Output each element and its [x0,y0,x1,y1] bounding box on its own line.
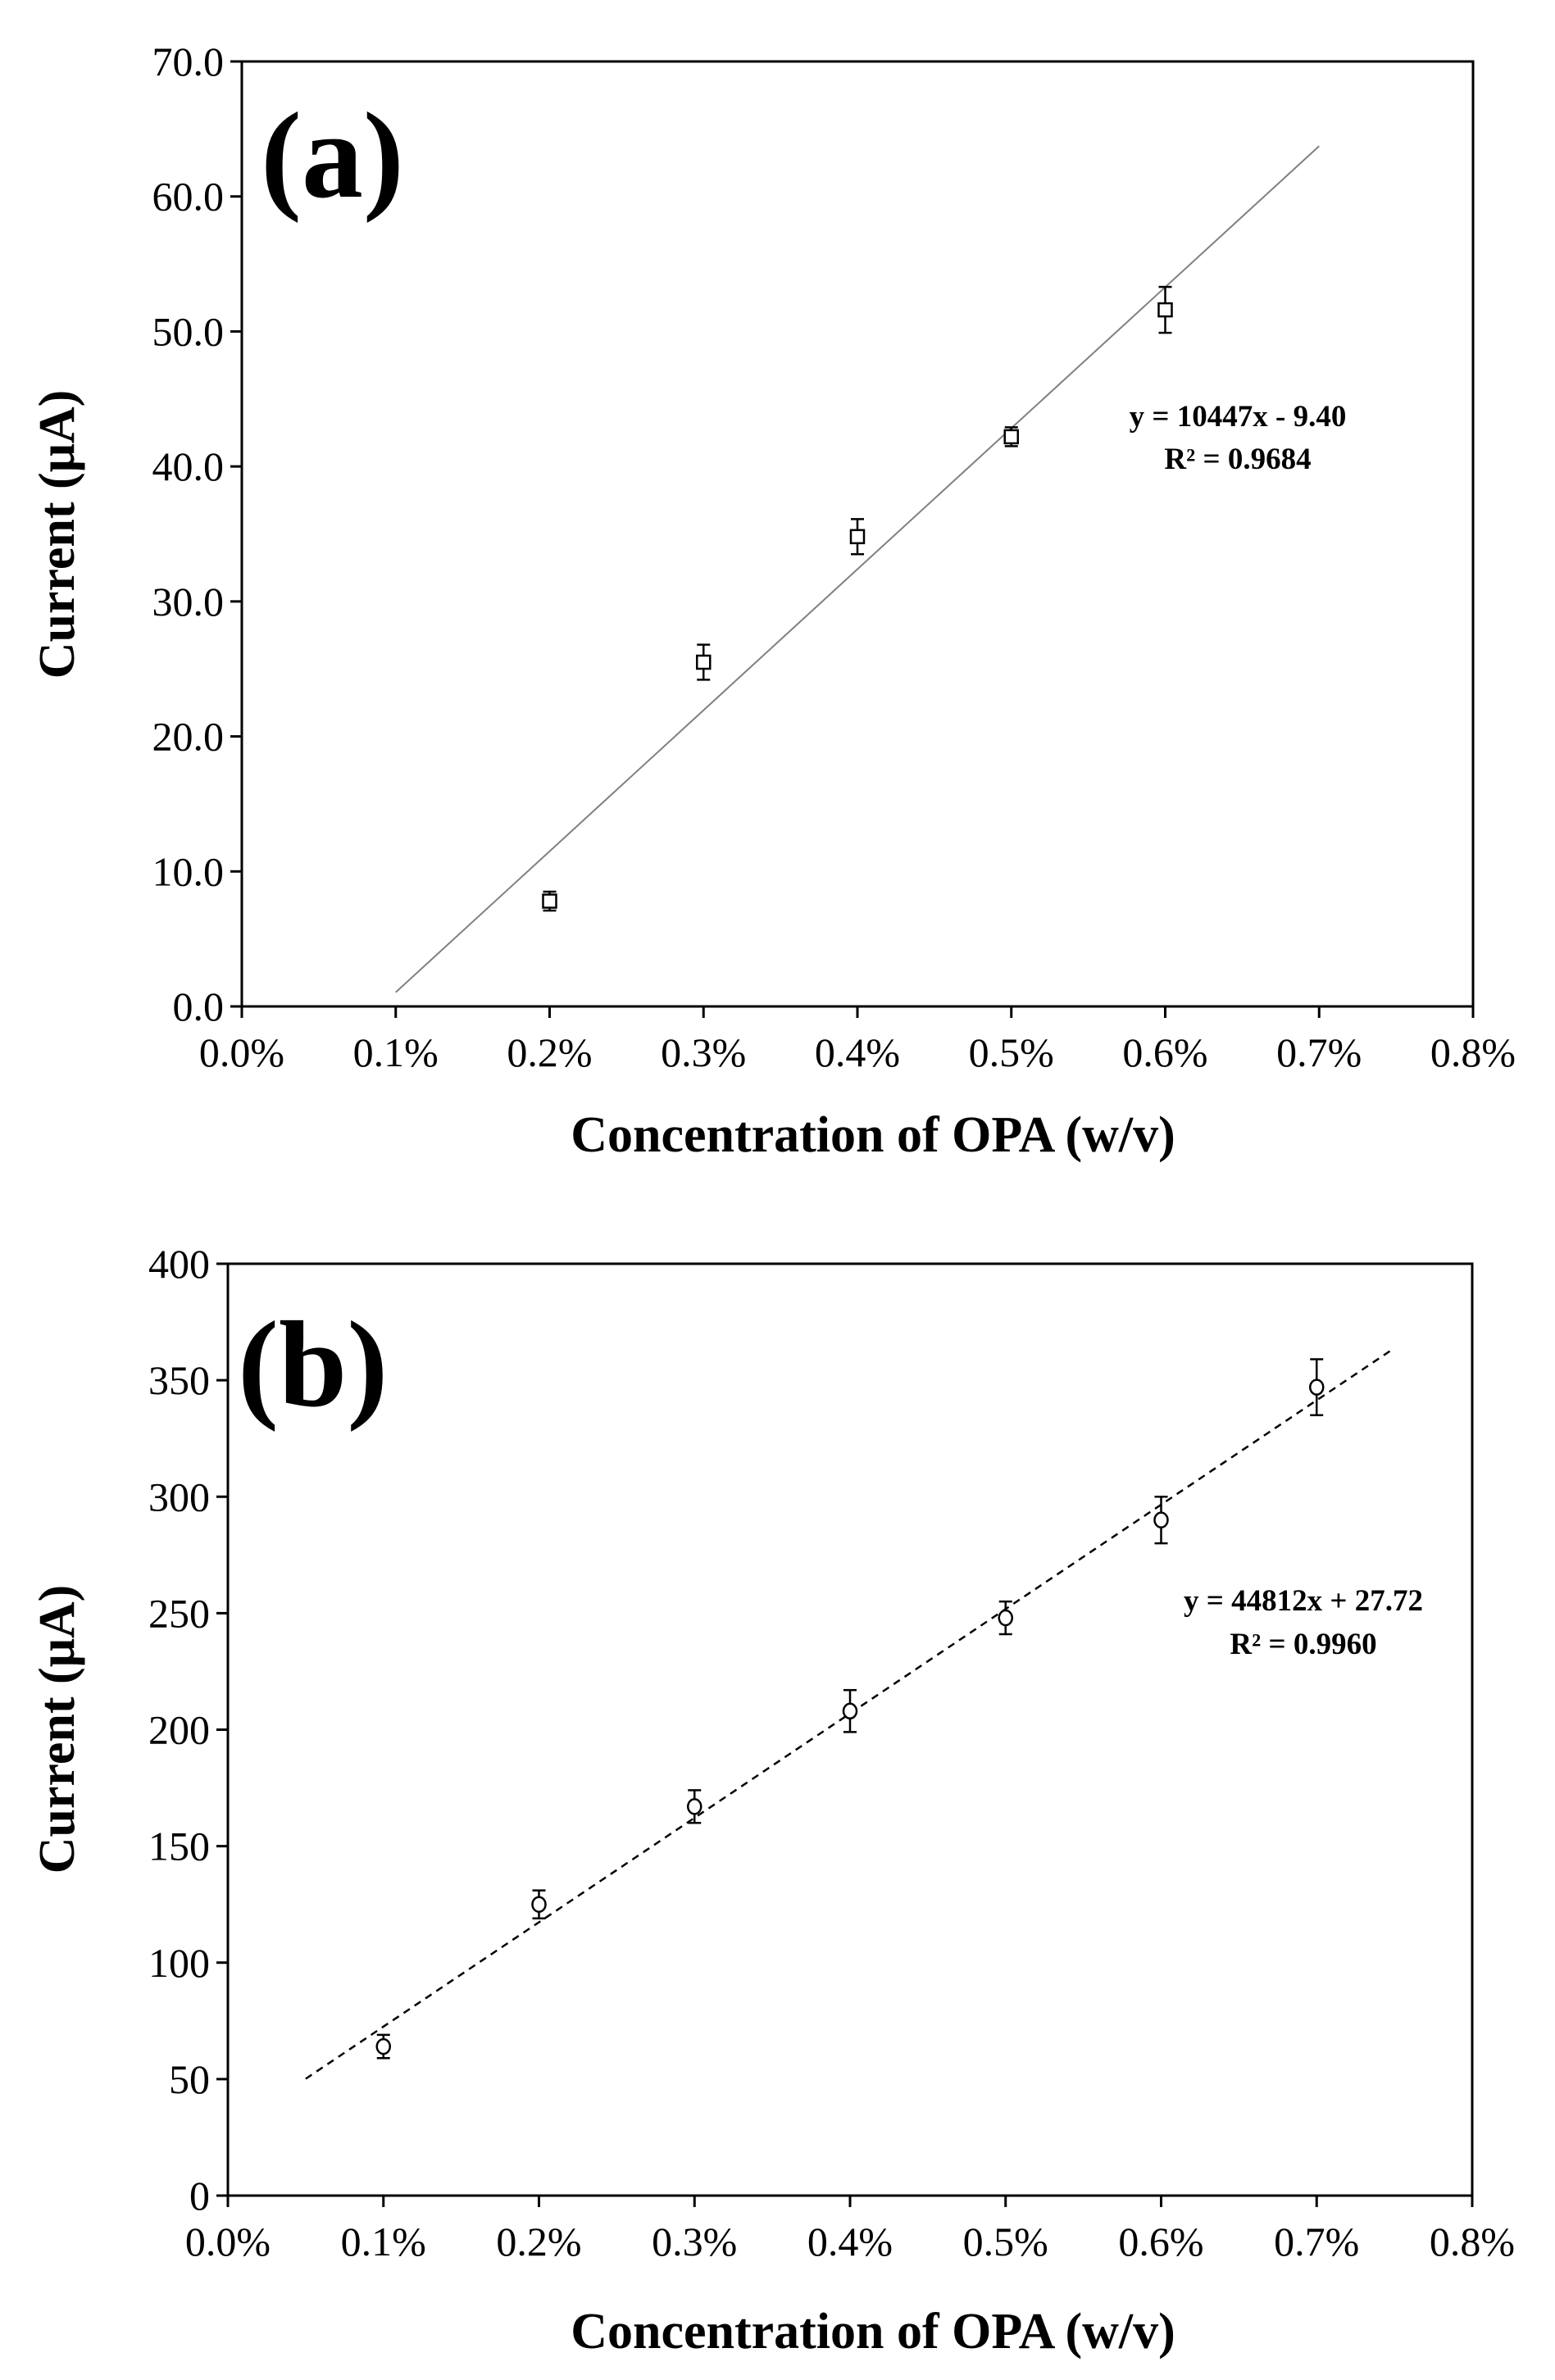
y-tick-label: 300 [148,1474,210,1519]
data-point [1157,302,1173,318]
data-point [849,529,866,545]
trendline-equation-a: y = 10447x - 9.40 [1130,400,1347,434]
x-tick-label: 0.2% [496,2219,581,2264]
x-tick-label: 0.0% [185,2219,271,2264]
x-tick-label: 0.1% [353,1029,439,1075]
y-tick-label: 30.0 [152,579,225,625]
data-point [1003,429,1019,445]
data-point [842,1702,858,1720]
data-point [375,2037,391,2055]
x-tick-label: 0.8% [1430,1029,1516,1075]
y-tick-label: 70.0 [152,39,225,84]
x-tick-label: 0.3% [652,2219,737,2264]
y-tick-label: 0 [189,2173,210,2219]
y-tick-label: 40.0 [152,443,225,489]
x-tick-label: 0.6% [1122,1029,1207,1075]
y-axis-title-a: Current (μA) [30,390,85,679]
data-point [1309,1378,1325,1396]
trendline [305,1347,1395,2080]
y-tick-label: 0.0 [173,983,225,1029]
panel-b: 0.0% 0.1% 0.2% 0.3% 0.4% 0.5% 0.6% 0.7% 0.8% 0 50 1… [30,1241,1515,2360]
x-tick-label: 0.2% [507,1029,592,1075]
x-tick-label: 0.1% [341,2219,426,2264]
y-tick-label: 20.0 [152,714,225,760]
panel-a: 0.0% 0.1% 0.2% 0.3% 0.4% 0.5% 0.6% 0.7% 0.8% 0.0 1… [30,39,1516,1163]
y-tick-label: 400 [148,1241,210,1287]
y-tick-label: 200 [148,1707,210,1753]
trendline-b [305,1347,1395,2080]
data-points-a [542,285,1173,912]
trendline-r2-a: R² = 0.9684 [1164,443,1311,476]
y-tick-label: 60.0 [152,174,225,220]
data-points-b [375,1358,1325,2060]
x-tick-label: 0.0% [199,1029,284,1075]
data-point [1153,1511,1169,1528]
data-point [531,1896,547,1913]
data-point [687,1798,702,1815]
y-tick-label: 150 [148,1824,210,1869]
data-point [998,1609,1013,1627]
x-tick-label: 0.5% [963,2219,1048,2264]
x-tick-label: 0.3% [661,1029,746,1075]
panel-label-b: (b) [238,1297,388,1433]
ticks-a: 0.0% 0.1% 0.2% 0.3% 0.4% 0.5% 0.6% 0.7% 0.8% 0.0 1… [152,39,1516,1075]
x-tick-label: 0.8% [1430,2219,1515,2264]
x-tick-label: 0.7% [1276,1029,1362,1075]
x-tick-label: 0.5% [969,1029,1054,1075]
x-axis-title-a: Concentration of OPA (w/v) [571,1107,1175,1163]
x-tick-label: 0.4% [815,1029,900,1075]
data-point [542,893,557,909]
ticks-b: 0.0% 0.1% 0.2% 0.3% 0.4% 0.5% 0.6% 0.7% 0.8% 0 50 1… [148,1241,1515,2264]
y-tick-label: 10.0 [152,848,225,894]
data-point [696,654,712,670]
y-tick-label: 50 [169,2056,210,2102]
panel-label-a: (a) [261,88,404,224]
y-tick-label: 100 [148,1940,210,1986]
trendline-equation-b: y = 44812x + 27.72 [1184,1584,1423,1618]
trendline [395,145,1320,993]
trendline-r2-b: R² = 0.9960 [1230,1628,1376,1661]
y-axis-title-b: Current (μA) [30,1585,85,1874]
x-tick-label: 0.4% [807,2219,893,2264]
x-tick-label: 0.6% [1118,2219,1203,2264]
y-tick-label: 350 [148,1357,210,1403]
x-axis-title-b: Concentration of OPA (w/v) [571,2304,1175,2360]
y-tick-label: 250 [148,1590,210,1636]
x-tick-label: 0.7% [1274,2219,1359,2264]
trendline-a [395,145,1320,993]
y-tick-label: 50.0 [152,308,225,354]
